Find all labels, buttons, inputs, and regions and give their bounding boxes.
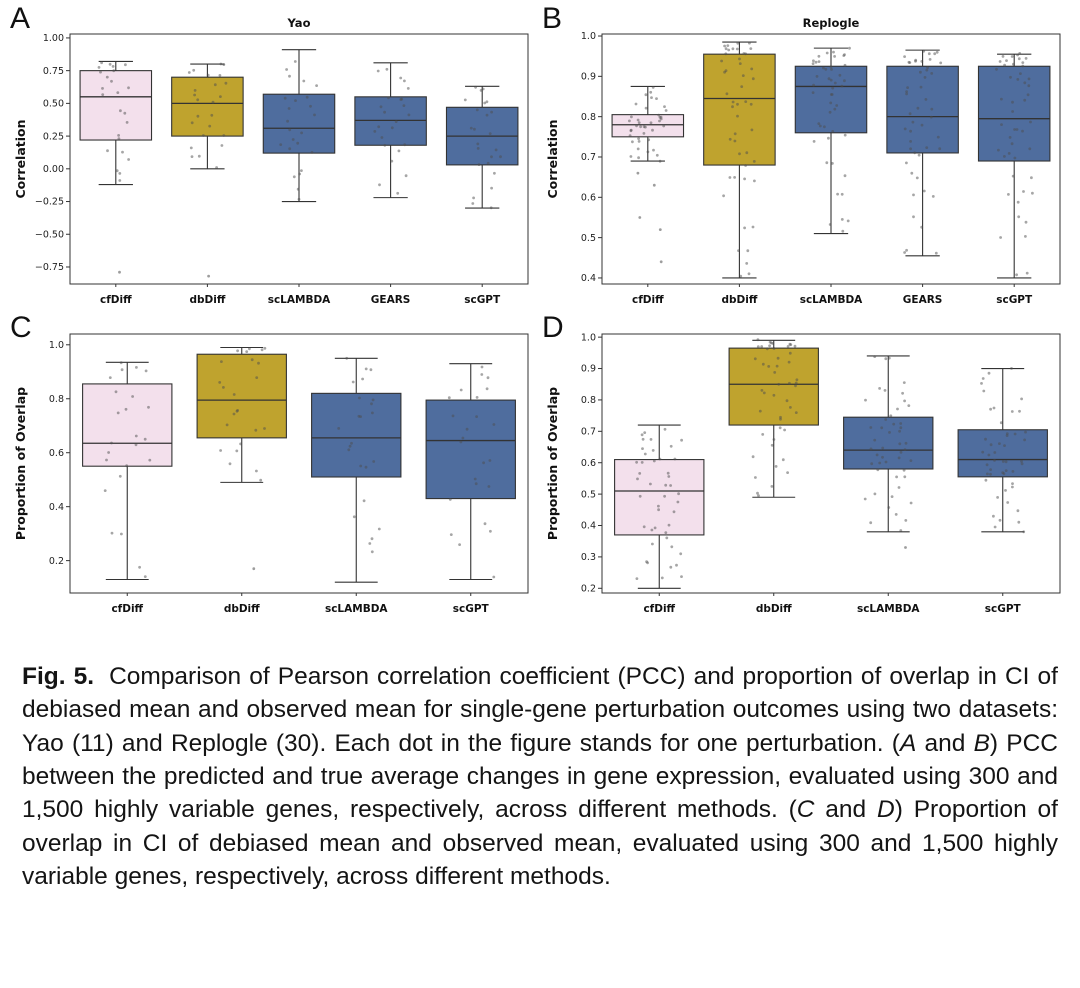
svg-text:0.5: 0.5 — [581, 233, 596, 244]
svg-text:0.6: 0.6 — [581, 193, 596, 204]
boxplot-replogle-correlation: Replogle Correlation 1.0 0.9 0.8 0.7 0.6 0.5 0.4… — [545, 16, 1061, 306]
svg-text:0.25: 0.25 — [43, 131, 64, 142]
svg-text:0.75: 0.75 — [43, 66, 64, 77]
svg-text:1.0: 1.0 — [581, 332, 596, 343]
svg-text:cfDiff: cfDiff — [100, 294, 132, 306]
svg-text:Correlation: Correlation — [13, 119, 28, 198]
svg-text:1.0: 1.0 — [49, 340, 64, 351]
svg-text:0.9: 0.9 — [581, 72, 596, 83]
svg-text:scGPT: scGPT — [996, 294, 1033, 306]
caption-text: Comparison of Pearson correlation coeffi… — [22, 663, 1058, 890]
panel-a: A Yao Correlation 1.00 0.75 0.50 0.25 0.00 −0.2… — [8, 2, 540, 315]
panel-label-c: C — [10, 311, 32, 344]
svg-text:0.8: 0.8 — [581, 112, 596, 123]
svg-text:scGPT: scGPT — [985, 603, 1022, 615]
svg-text:Replogle: Replogle — [803, 16, 860, 30]
svg-text:cfDiff: cfDiff — [111, 603, 143, 615]
svg-text:0.2: 0.2 — [581, 583, 596, 594]
svg-text:Proportion of Overlap: Proportion of Overlap — [545, 387, 560, 540]
boxplot-replogle-overlap: Proportion of Overlap 1.0 0.9 0.8 0.7 0.6 0.5 0… — [545, 332, 1061, 615]
caption-figure-label: Fig. 5. — [22, 663, 95, 690]
svg-text:0.7: 0.7 — [581, 152, 596, 163]
svg-text:scGPT: scGPT — [453, 603, 490, 615]
svg-text:0.6: 0.6 — [49, 448, 64, 459]
svg-text:scLAMBDA: scLAMBDA — [268, 294, 331, 306]
figure-caption: Fig. 5. Comparison of Pearson correlation… — [22, 660, 1058, 893]
panel-label-a: A — [10, 2, 31, 35]
svg-text:0.7: 0.7 — [581, 427, 596, 438]
svg-text:0.4: 0.4 — [49, 502, 64, 513]
panel-label-d: D — [542, 311, 564, 344]
svg-text:Correlation: Correlation — [545, 119, 560, 198]
svg-text:cfDiff: cfDiff — [632, 294, 664, 306]
svg-text:dbDiff: dbDiff — [721, 294, 757, 306]
svg-text:1.00: 1.00 — [43, 33, 64, 44]
svg-text:GEARS: GEARS — [903, 294, 943, 306]
svg-text:−0.75: −0.75 — [35, 262, 64, 273]
panel-d: D Proportion of Overlap 1.0 0.9 0.8 0.7 0.6 0.… — [540, 311, 1072, 624]
svg-text:Yao: Yao — [287, 16, 311, 30]
svg-text:0.4: 0.4 — [581, 273, 596, 284]
svg-text:dbDiff: dbDiff — [756, 603, 792, 615]
svg-text:0.8: 0.8 — [581, 395, 596, 406]
svg-text:scLAMBDA: scLAMBDA — [800, 294, 863, 306]
svg-text:dbDiff: dbDiff — [224, 603, 260, 615]
svg-text:0.5: 0.5 — [581, 489, 596, 500]
svg-text:−0.50: −0.50 — [35, 229, 64, 240]
svg-text:0.3: 0.3 — [581, 552, 596, 563]
svg-text:−0.25: −0.25 — [35, 197, 64, 208]
svg-text:dbDiff: dbDiff — [189, 294, 225, 306]
panel-label-b: B — [542, 2, 563, 35]
svg-text:cfDiff: cfDiff — [643, 603, 675, 615]
svg-text:GEARS: GEARS — [371, 294, 411, 306]
svg-text:0.8: 0.8 — [49, 394, 64, 405]
panel-b: B Replogle Correlation 1.0 0.9 0.8 0.7 0.6 0.5 0… — [540, 2, 1072, 315]
svg-text:1.0: 1.0 — [581, 31, 596, 42]
panel-grid: A Yao Correlation 1.00 0.75 0.50 0.25 0.00 −0.2… — [8, 2, 1072, 624]
svg-text:0.6: 0.6 — [581, 458, 596, 469]
panel-c: C Proportion of Overlap 1.0 0.8 0.6 0.4 0.2 cf… — [8, 311, 540, 624]
svg-text:0.9: 0.9 — [581, 364, 596, 375]
svg-text:scLAMBDA: scLAMBDA — [857, 603, 920, 615]
svg-text:Proportion of Overlap: Proportion of Overlap — [13, 387, 28, 540]
svg-text:0.2: 0.2 — [49, 556, 64, 567]
svg-text:0.50: 0.50 — [43, 99, 64, 110]
svg-text:0.00: 0.00 — [43, 164, 64, 175]
svg-text:scLAMBDA: scLAMBDA — [325, 603, 388, 615]
svg-text:0.4: 0.4 — [581, 521, 596, 532]
boxplot-yao-correlation: Yao Correlation 1.00 0.75 0.50 0.25 0.00 −0.25 −… — [13, 16, 529, 306]
svg-text:scGPT: scGPT — [464, 294, 501, 306]
boxplot-yao-overlap: Proportion of Overlap 1.0 0.8 0.6 0.4 0.2 cfDi… — [13, 333, 529, 615]
